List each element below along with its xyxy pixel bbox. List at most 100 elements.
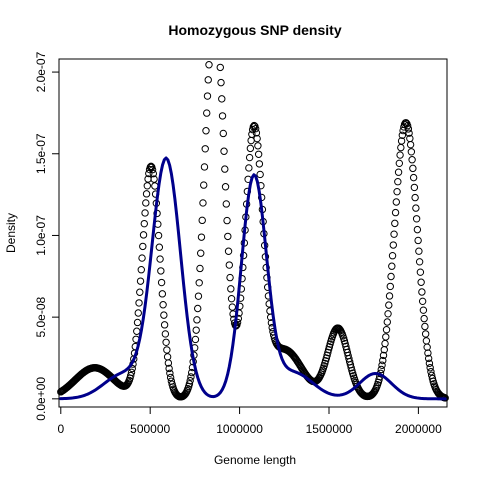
density-point	[139, 242, 147, 251]
x-tick-label: 0	[57, 422, 64, 436]
density-point	[391, 208, 400, 217]
density-point	[418, 288, 426, 296]
density-point	[133, 327, 141, 335]
density-point	[157, 267, 165, 275]
density-point	[137, 266, 145, 274]
density-point	[191, 335, 200, 344]
density-point	[192, 326, 200, 334]
density-point	[195, 279, 203, 287]
density-point	[254, 142, 262, 150]
density-point	[160, 321, 169, 329]
density-point	[390, 230, 398, 238]
y-axis: 0.0e+00 5.0e-08 1.0e-07 1.5e-07 2.0e-07	[34, 51, 59, 421]
density-point	[198, 216, 206, 225]
density-point	[395, 159, 404, 168]
density-point	[219, 129, 227, 138]
density-point	[409, 164, 417, 173]
plot-area	[57, 61, 449, 402]
density-point	[200, 181, 208, 189]
density-point	[393, 187, 401, 196]
density-point	[225, 261, 234, 269]
density-point	[255, 160, 264, 168]
density-point	[141, 209, 149, 217]
density-point	[416, 268, 425, 276]
y-tick-label: 1.0e-07	[34, 215, 48, 256]
x-tick-label: 2000000	[395, 422, 442, 436]
y-tick-label: 5.0e-08	[34, 296, 48, 337]
density-point	[222, 200, 230, 208]
density-point	[226, 273, 234, 282]
density-point	[185, 380, 194, 388]
density-point	[427, 368, 435, 376]
density-point	[256, 170, 264, 179]
density-point	[194, 304, 202, 313]
chart-title: Homozygous SNP density	[168, 22, 341, 38]
density-point	[148, 165, 157, 174]
density-point	[392, 198, 401, 206]
density-point	[391, 219, 399, 228]
density-point	[224, 247, 233, 255]
density-point	[158, 290, 167, 298]
density-point	[414, 236, 422, 245]
density-point	[136, 277, 145, 285]
density-point	[200, 163, 209, 171]
density-point	[407, 148, 416, 156]
density-point	[387, 272, 395, 281]
density-point	[166, 369, 174, 377]
density-point	[382, 333, 390, 341]
density-point	[163, 346, 171, 354]
density-point	[228, 303, 237, 311]
density-point	[385, 292, 394, 300]
density-point	[136, 288, 144, 296]
density-point	[419, 306, 428, 314]
density-point	[389, 241, 397, 249]
density-point	[166, 373, 175, 382]
density-point	[154, 231, 163, 240]
density-point	[412, 204, 420, 212]
density-point	[163, 353, 172, 361]
density-point	[194, 292, 203, 300]
density-point	[423, 343, 431, 351]
density-point	[251, 124, 260, 133]
density-point	[204, 76, 212, 84]
density-point	[143, 182, 152, 190]
density-points-series	[57, 61, 449, 402]
y-axis-label: Density	[4, 213, 18, 253]
density-point	[197, 233, 206, 241]
density-point	[127, 371, 135, 380]
density-point	[425, 359, 434, 368]
density-point	[205, 61, 213, 69]
density-point	[217, 78, 225, 87]
density-point	[384, 310, 392, 318]
density-point	[420, 314, 428, 323]
density-point	[223, 216, 231, 225]
density-point	[386, 282, 394, 291]
density-point	[409, 173, 418, 182]
density-point	[388, 262, 396, 270]
density-point	[187, 373, 195, 381]
y-tick-label: 0.0e+00	[34, 377, 48, 421]
density-point	[134, 309, 142, 317]
density-point	[404, 125, 413, 133]
density-point	[245, 164, 253, 172]
density-point	[415, 247, 423, 255]
density-point	[218, 112, 227, 120]
density-line	[59, 156, 447, 401]
density-point	[411, 193, 419, 202]
density-point	[324, 345, 333, 354]
density-point	[428, 374, 437, 383]
density-point	[162, 338, 170, 346]
density-point	[253, 134, 261, 143]
density-point	[424, 354, 433, 363]
density-point	[140, 219, 148, 228]
density-point	[202, 127, 210, 135]
density-point	[396, 151, 404, 159]
density-point	[247, 136, 255, 145]
density-point	[127, 368, 136, 377]
density-point	[378, 361, 386, 369]
density-point	[424, 349, 432, 357]
density-point	[408, 156, 416, 164]
density-point	[412, 215, 421, 223]
density-point	[216, 63, 224, 72]
density-point	[133, 318, 142, 327]
